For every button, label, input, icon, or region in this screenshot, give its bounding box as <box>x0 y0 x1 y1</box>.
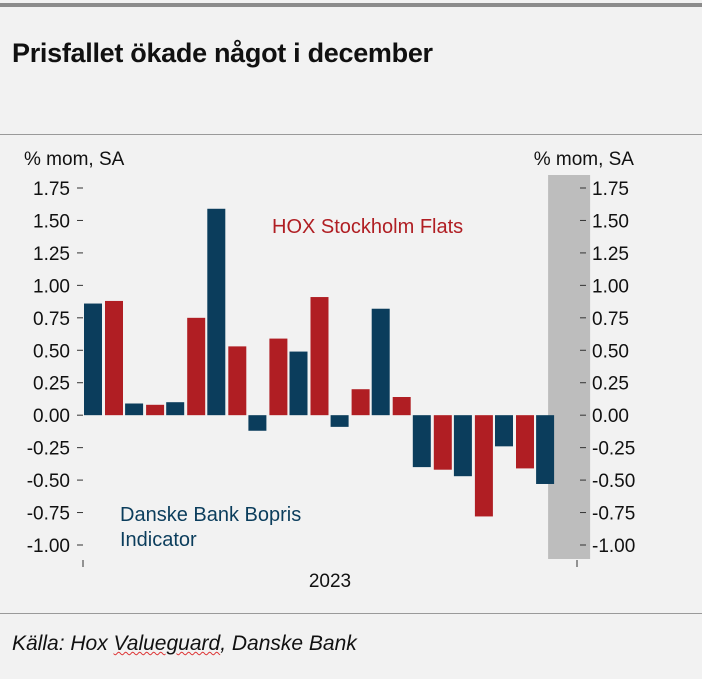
title-divider <box>0 134 702 135</box>
bar-danske <box>289 351 308 416</box>
y-tick-label-left: -1.00 <box>27 536 70 557</box>
y-tick-label-right: 1.00 <box>592 276 629 297</box>
bar-hox <box>269 338 288 416</box>
bar-danske <box>84 303 102 416</box>
bar-hox <box>392 397 411 416</box>
bar-danske <box>495 415 513 447</box>
bar-hox <box>187 317 206 416</box>
y-tick-label-left: 1.50 <box>33 211 70 232</box>
bar-danske <box>125 403 144 416</box>
bar-hox <box>433 415 452 470</box>
y-tick-label-left: -0.50 <box>27 471 70 492</box>
y-tick-label-left: -0.75 <box>27 504 70 525</box>
source-underlined: Valueguard <box>113 632 221 655</box>
bar-danske <box>248 415 267 431</box>
series-label-hox: HOX Stockholm Flats <box>272 216 463 238</box>
bar-hox <box>474 415 493 517</box>
source-divider <box>0 613 702 614</box>
source-note: Källa: Hox Valueguard, Danske Bank <box>12 632 357 656</box>
bar-danske <box>330 415 349 427</box>
bar-hox <box>310 297 329 416</box>
y-tick-label-right: 0.00 <box>592 406 629 427</box>
y-tick-label-right: -1.00 <box>592 536 635 557</box>
bar-danske <box>371 308 390 416</box>
y-tick-label-left: 1.25 <box>33 244 70 265</box>
y-tick-label-left: 0.75 <box>33 309 70 330</box>
y-tick-label-right: 1.50 <box>592 211 629 232</box>
y-tick-label-left: 0.00 <box>33 406 70 427</box>
series-label-danske-line1: Danske Bank Bopris <box>120 504 301 526</box>
bar-hox <box>105 300 123 416</box>
source-suffix: , Danske Bank <box>220 632 357 655</box>
y-tick-label-left: 0.25 <box>33 374 70 395</box>
y-axis-label-left: % mom, SA <box>24 149 125 170</box>
y-tick-label-right: -0.75 <box>592 504 635 525</box>
y-tick-label-right: 0.75 <box>592 309 629 330</box>
bar-danske <box>453 415 472 477</box>
highlight-band <box>548 175 591 559</box>
top-rule <box>0 3 702 7</box>
bar-hox <box>516 415 534 469</box>
y-axis-label-right: % mom, SA <box>534 149 635 170</box>
y-tick-label-right: -0.50 <box>592 471 635 492</box>
bar-danske <box>536 415 555 484</box>
y-tick-label-right: -0.25 <box>592 439 635 460</box>
source-prefix: Källa: Hox <box>12 632 114 655</box>
y-tick-label-right: 0.50 <box>592 341 629 362</box>
x-axis-label: 2023 <box>309 571 351 592</box>
bar-danske <box>412 415 431 468</box>
bar-chart: % mom, SA % mom, SA 1.75 1.75 1.50 1.50 1.25 1.… <box>24 149 635 592</box>
bar-hox <box>146 404 165 416</box>
y-tick-label-right: 1.25 <box>592 244 629 265</box>
y-tick-label-left: 1.75 <box>33 179 70 200</box>
bar-hox <box>228 346 247 416</box>
y-tick-label-right: 1.75 <box>592 179 629 200</box>
y-tick-label-right: 0.25 <box>592 374 629 395</box>
bar-danske <box>207 208 226 416</box>
bar-hox <box>351 389 370 416</box>
chart-title: Prisfallet ökade något i december <box>12 38 433 68</box>
bar-danske <box>166 402 185 416</box>
y-tick-label-left: -0.25 <box>27 439 70 460</box>
y-tick-label-left: 1.00 <box>33 276 70 297</box>
series-label-danske-line2: Indicator <box>120 529 197 551</box>
y-tick-label-left: 0.50 <box>33 341 70 362</box>
